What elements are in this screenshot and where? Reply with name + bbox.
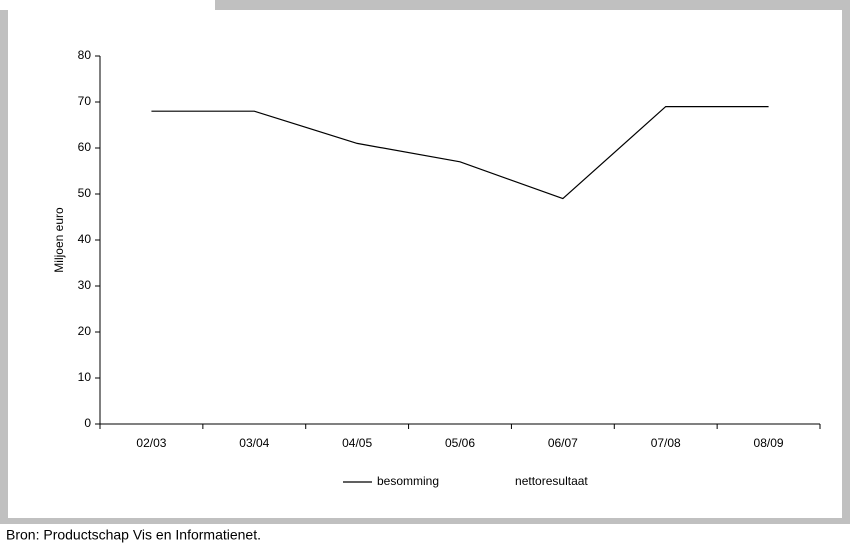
- x-tick-label: 04/05: [342, 436, 372, 450]
- y-tick-label: 30: [78, 278, 92, 292]
- source-note: Bron: Productschap Vis en Informatienet.: [6, 527, 261, 543]
- x-tick-label: 02/03: [136, 436, 166, 450]
- x-tick-label: 06/07: [548, 436, 578, 450]
- y-tick-label: 10: [78, 370, 92, 384]
- y-tick-label: 40: [78, 232, 92, 246]
- x-tick-label: 03/04: [239, 436, 269, 450]
- x-tick-label: 05/06: [445, 436, 475, 450]
- tab: [0, 0, 215, 10]
- y-tick-label: 0: [84, 416, 91, 430]
- y-tick-label: 60: [78, 140, 92, 154]
- x-tick-label: 08/09: [754, 436, 784, 450]
- y-tick-label: 50: [78, 186, 92, 200]
- y-tick-label: 80: [78, 48, 92, 62]
- legend-label: besomming: [377, 474, 439, 488]
- y-tick-label: 70: [78, 94, 92, 108]
- data-line: [151, 106, 769, 200]
- y-tick-label: 20: [78, 324, 92, 338]
- y-axis-label: Miljoen euro: [52, 207, 66, 273]
- x-tick-label: 07/08: [651, 436, 681, 450]
- chart-panel: [8, 10, 842, 518]
- legend-label: nettoresultaat: [515, 474, 588, 488]
